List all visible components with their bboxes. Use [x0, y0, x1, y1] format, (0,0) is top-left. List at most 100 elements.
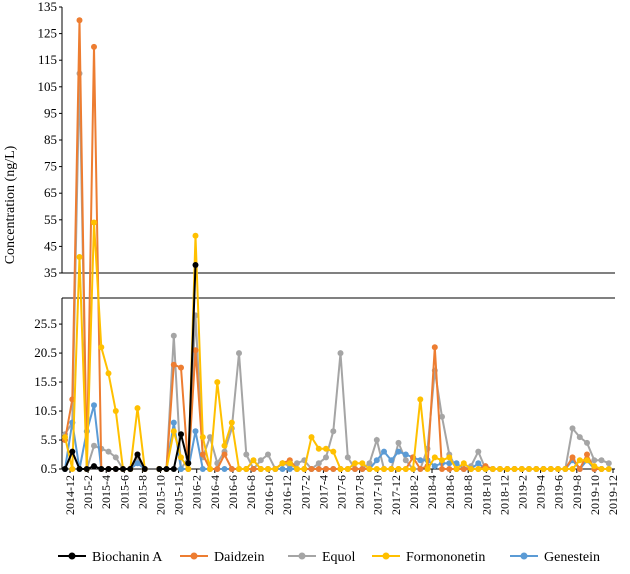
x-tick-label: 2014-12: [63, 475, 77, 515]
data-point: [439, 413, 445, 420]
data-point: [76, 254, 83, 260]
data-point: [475, 466, 482, 472]
x-tick-label: 2017-12: [389, 475, 403, 515]
data-point: [199, 466, 206, 472]
legend-item: Genestein: [510, 550, 600, 565]
x-tick-label: 2018-8: [461, 475, 475, 509]
data-point: [265, 466, 271, 472]
series-line: [64, 222, 146, 470]
x-tick-label: 2016-8: [244, 475, 258, 509]
data-point: [533, 466, 540, 472]
series-daidzein: [62, 17, 605, 472]
data-point: [228, 419, 235, 426]
data-point: [417, 466, 424, 472]
data-point: [431, 454, 438, 461]
data-point: [62, 466, 68, 472]
y-tick-label: 0.5: [41, 461, 57, 476]
x-tick-label: 2019-6: [552, 475, 566, 509]
legend-item: Equol: [288, 550, 356, 565]
data-point: [511, 466, 518, 472]
data-point: [431, 463, 438, 470]
data-point: [199, 434, 206, 441]
x-tick-label: 2017-10: [371, 475, 385, 515]
data-point: [76, 466, 83, 472]
data-point: [257, 457, 264, 464]
data-point: [163, 466, 170, 472]
data-point: [279, 460, 286, 467]
y-tick-label: 35: [44, 265, 57, 280]
series-formononetin: [62, 219, 612, 473]
data-point: [83, 466, 90, 472]
data-point: [475, 448, 482, 455]
x-tick-label: 2019-10: [588, 475, 602, 515]
data-point: [315, 460, 322, 467]
data-point: [308, 434, 315, 441]
data-point: [330, 466, 337, 472]
data-point: [605, 460, 612, 467]
y-tick-label: 115: [38, 52, 57, 67]
data-point: [330, 428, 337, 435]
x-tick-label: 2019-4: [534, 475, 548, 509]
data-point: [388, 457, 395, 464]
data-point: [359, 460, 366, 467]
legend-label: Equol: [322, 550, 356, 565]
y-tick-label: 75: [44, 159, 57, 174]
data-point: [185, 466, 192, 472]
data-point: [591, 457, 598, 464]
data-point: [359, 466, 366, 472]
data-point: [91, 442, 97, 449]
data-point: [170, 361, 177, 368]
x-tick-label: 2016-4: [208, 475, 222, 509]
x-tick-label: 2017-2: [298, 475, 312, 509]
data-point: [605, 466, 612, 472]
x-tick-label: 2017-4: [316, 475, 330, 509]
data-point: [207, 466, 213, 472]
data-point: [69, 448, 76, 455]
x-tick-label: 2016-2: [190, 475, 204, 509]
data-point: [192, 262, 199, 268]
data-point: [286, 466, 293, 472]
data-point: [265, 451, 271, 458]
data-point: [315, 445, 322, 452]
x-tick-label: 2015-8: [135, 475, 149, 509]
data-point: [417, 457, 424, 464]
data-point: [576, 466, 583, 472]
data-point: [460, 466, 467, 472]
data-point: [120, 466, 126, 472]
data-point: [185, 460, 192, 467]
data-point: [344, 466, 351, 472]
data-point: [170, 466, 177, 472]
data-point: [257, 466, 264, 472]
data-point: [446, 454, 453, 461]
data-point: [504, 466, 511, 472]
y-tick-label: 135: [38, 0, 58, 14]
y-tick-label: 125: [38, 26, 58, 41]
data-point: [134, 451, 141, 458]
data-point: [395, 439, 402, 446]
data-point: [402, 451, 409, 458]
data-point: [381, 448, 387, 455]
data-point: [482, 466, 489, 472]
x-tick-label: 2018-2: [407, 475, 421, 509]
data-point: [337, 350, 344, 357]
y-tick-label: 95: [44, 105, 57, 120]
data-point: [105, 370, 112, 377]
y-tick-label: 45: [44, 238, 57, 253]
data-point: [127, 466, 134, 472]
data-point: [381, 466, 387, 472]
data-point: [272, 466, 279, 472]
data-point: [105, 448, 112, 455]
data-point: [308, 466, 315, 472]
y-tick-label: 65: [44, 185, 57, 200]
data-point: [576, 457, 583, 464]
x-tick-label: 2018-10: [479, 475, 493, 515]
x-tick-label: 2019-12: [606, 475, 620, 515]
x-tick-label: 2018-4: [425, 475, 439, 509]
legend: Biochanin A Daidzein Equol Formononetin Gene…: [58, 550, 600, 565]
data-point: [598, 466, 605, 472]
data-point: [105, 466, 112, 472]
legend-swatch-marker: [68, 552, 76, 560]
data-point: [112, 408, 119, 414]
legend-swatch-marker: [298, 552, 306, 560]
